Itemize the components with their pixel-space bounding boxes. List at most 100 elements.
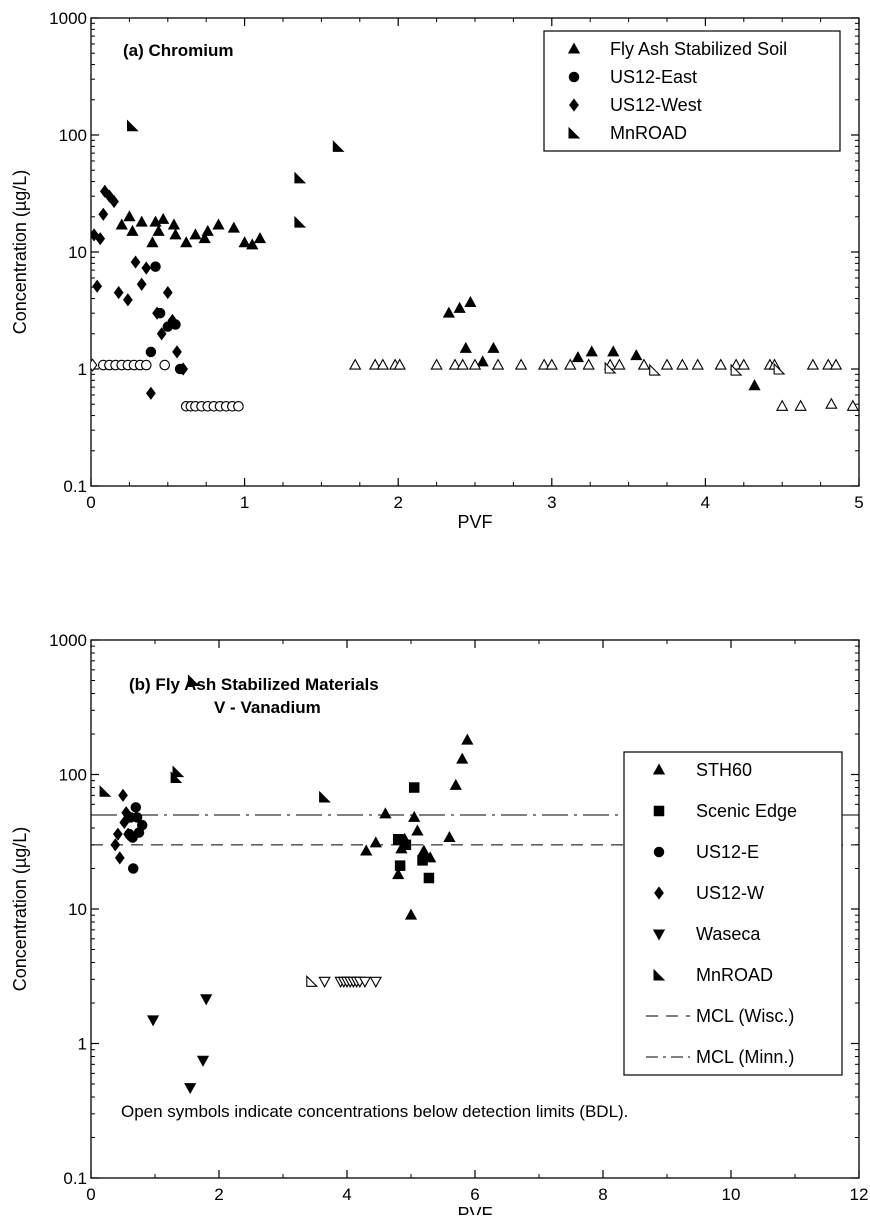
data-layer <box>91 119 859 412</box>
x-tick-label: 4 <box>342 1185 351 1204</box>
data-point <box>423 872 435 884</box>
data-point <box>487 341 500 353</box>
x-tick-label: 2 <box>214 1185 223 1204</box>
data-point-bdl <box>730 363 743 376</box>
legend-symbol <box>567 42 581 54</box>
data-point-bdl <box>846 399 859 411</box>
y-tick-label: 1 <box>78 1035 87 1054</box>
x-tick-label: 5 <box>854 493 863 512</box>
data-point <box>319 790 331 803</box>
data-point <box>184 1083 197 1095</box>
data-point <box>464 295 477 308</box>
data-point-bdl <box>393 358 406 370</box>
x-tick-label: 0 <box>86 1185 95 1204</box>
data-point <box>294 171 307 184</box>
data-point <box>476 355 489 367</box>
data-point-bdl <box>794 399 807 411</box>
data-point <box>91 228 99 242</box>
data-point <box>630 349 643 361</box>
data-point-bdl <box>318 976 331 988</box>
y-tick-label: 10 <box>68 243 87 262</box>
x-tick-label: 8 <box>598 1185 607 1204</box>
data-point <box>156 327 167 341</box>
data-point-bdl <box>825 397 838 409</box>
data-point <box>748 379 761 391</box>
data-point <box>118 788 128 802</box>
data-point <box>113 285 124 300</box>
data-point-bdl <box>714 358 727 370</box>
data-point <box>119 815 130 830</box>
x-tick-label: 12 <box>850 1185 869 1204</box>
data-point <box>417 855 428 866</box>
data-point <box>196 1055 210 1067</box>
data-point-bdl <box>430 358 443 370</box>
data-point-bdl <box>537 358 551 370</box>
data-point <box>238 236 251 248</box>
data-point <box>400 839 412 851</box>
data-point-bdl <box>676 358 689 370</box>
data-point <box>122 293 133 307</box>
data-point <box>98 207 109 221</box>
data-point-bdl <box>368 358 382 370</box>
data-point <box>114 851 125 865</box>
data-point <box>253 232 267 244</box>
data-point <box>109 194 119 209</box>
panel-title: (a) Chromium <box>123 41 234 60</box>
data-point-bdl <box>448 358 462 370</box>
legend-label: MCL (Minn.) <box>696 1047 794 1067</box>
series-waseca <box>146 976 382 1095</box>
data-point <box>146 236 159 248</box>
data-point <box>121 806 132 820</box>
legend-label: MCL (Wisc.) <box>696 1006 794 1026</box>
data-point <box>392 834 404 845</box>
data-point <box>408 810 421 822</box>
data-point-bdl <box>545 358 558 370</box>
legend-symbol <box>568 71 580 83</box>
legend-symbol <box>653 805 665 817</box>
legend-label: US12-E <box>696 842 759 862</box>
data-point <box>442 306 455 318</box>
x-tick-label: 0 <box>86 493 95 512</box>
legend-symbol <box>652 763 666 775</box>
data-point-bdl <box>637 358 651 370</box>
y-tick-label: 10 <box>68 900 87 919</box>
x-tick-label: 10 <box>722 1185 741 1204</box>
legend-label: US12-East <box>610 67 697 87</box>
data-point-bdl <box>358 976 372 988</box>
data-point-bdl <box>822 358 835 370</box>
data-point <box>130 255 141 269</box>
legend-label: Waseca <box>696 924 761 944</box>
data-point <box>157 212 170 224</box>
data-point <box>198 232 211 244</box>
data-point <box>152 306 162 320</box>
data-point-bdl <box>806 358 820 370</box>
data-point <box>126 224 139 236</box>
data-point <box>145 346 157 358</box>
data-point <box>126 119 139 132</box>
data-point <box>110 838 121 852</box>
legend: STH60 Scenic Edge US12-E US12-W Waseca MnROAD… <box>623 751 843 1076</box>
data-point-bdl <box>140 359 152 371</box>
data-point <box>130 802 142 813</box>
data-point-bdl <box>91 358 98 372</box>
data-point <box>443 830 456 843</box>
y-axis-title: Concentration (µg/L) <box>10 170 30 334</box>
data-point-bdl <box>468 358 482 370</box>
data-point-bdl <box>773 362 786 375</box>
data-point <box>585 345 598 357</box>
data-point <box>135 215 148 227</box>
data-point-bdl <box>582 358 595 370</box>
data-point <box>141 261 152 275</box>
data-point <box>417 844 430 856</box>
data-point <box>172 345 182 359</box>
data-point <box>392 868 405 880</box>
data-point <box>404 908 418 920</box>
legend-label: US12-West <box>610 95 702 115</box>
panel-subtitle: V - Vanadium <box>214 698 321 717</box>
data-point <box>178 362 189 376</box>
panel-b: 0 2 4 6 8 10 12 0.1 1 10 100 1000 PVF Concentration (… <box>10 631 869 1220</box>
data-point <box>200 994 213 1006</box>
data-point-bdl <box>604 361 617 374</box>
data-point <box>227 221 240 233</box>
